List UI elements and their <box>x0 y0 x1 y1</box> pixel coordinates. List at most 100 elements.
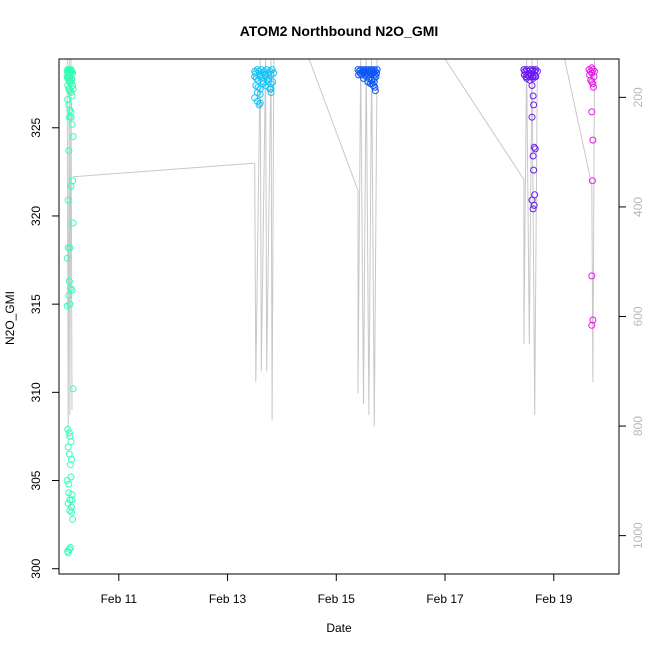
data-point <box>587 67 595 75</box>
data-point <box>256 90 264 98</box>
data-point <box>65 147 73 155</box>
right-tick-label: 800 <box>631 416 645 436</box>
data-point <box>528 82 536 89</box>
data-point <box>67 473 75 481</box>
data-point <box>64 443 72 451</box>
data-point <box>531 73 539 81</box>
data-point <box>64 196 72 204</box>
data-point <box>66 461 74 469</box>
y-tick-label: 310 <box>29 382 43 402</box>
data-point <box>529 152 537 160</box>
data-point <box>66 544 74 551</box>
y-tick-label: 300 <box>29 558 43 578</box>
data-point <box>66 284 74 292</box>
x-axis: Feb 11 Feb 13 Feb 15 Feb 17 Feb 19 <box>101 574 573 606</box>
data-point <box>69 85 77 93</box>
data-point <box>67 89 75 96</box>
data-point <box>255 101 263 109</box>
data-point <box>65 429 73 437</box>
data-point <box>67 108 75 116</box>
data-point <box>269 78 277 86</box>
data-point <box>371 87 379 95</box>
data-point <box>66 73 74 81</box>
data-point <box>531 145 539 153</box>
data-point <box>531 191 539 199</box>
data-point <box>66 507 74 514</box>
right-tick-label: 400 <box>631 197 645 217</box>
data-point <box>529 92 537 100</box>
data-point <box>589 316 597 324</box>
x-tick-label: Feb 17 <box>426 592 464 606</box>
altitude-track-segment <box>564 58 595 383</box>
data-point <box>69 515 77 523</box>
data-point <box>530 166 538 174</box>
y-tick-label: 325 <box>29 117 43 137</box>
data-point <box>252 82 260 89</box>
data-point <box>64 96 72 104</box>
data-point <box>587 76 595 84</box>
data-point <box>262 73 270 81</box>
data-point <box>65 291 73 299</box>
data-point <box>65 545 73 553</box>
data-point <box>526 66 534 74</box>
altitude-track-segment <box>308 58 378 427</box>
data-point <box>65 480 73 488</box>
data-point <box>68 503 75 511</box>
data-point <box>266 67 274 75</box>
data-point <box>68 120 76 128</box>
data-point <box>358 71 366 79</box>
y-axis-right: 200 400 600 800 1000 <box>619 87 645 549</box>
data-point <box>528 67 536 75</box>
data-point <box>69 385 77 393</box>
data-point <box>370 66 378 74</box>
data-point <box>68 286 76 294</box>
data-point <box>69 219 77 227</box>
data-point <box>589 80 597 88</box>
data-point <box>68 92 76 100</box>
data-point <box>63 477 71 484</box>
chart-title: ATOM2 Northbound N2O_GMI <box>240 23 439 39</box>
x-tick-label: Feb 13 <box>209 592 247 606</box>
data-point <box>63 254 71 262</box>
data-point <box>254 83 262 91</box>
data-point <box>589 83 597 91</box>
data-point <box>268 66 276 74</box>
data-point <box>264 78 272 86</box>
data-point <box>65 277 73 285</box>
data-point <box>527 71 535 79</box>
data-point <box>365 66 373 74</box>
data-point <box>270 69 278 77</box>
data-points <box>63 64 598 557</box>
data-point <box>67 438 75 446</box>
right-tick-label: 1000 <box>631 522 645 549</box>
data-point <box>589 136 597 144</box>
data-point <box>528 196 536 204</box>
data-point <box>65 489 73 497</box>
data-point <box>253 66 261 74</box>
data-point <box>529 205 537 213</box>
data-point <box>66 106 74 114</box>
data-point <box>588 69 596 77</box>
data-point <box>263 66 271 74</box>
data-point <box>64 425 72 433</box>
altitude-track-segment <box>254 58 275 421</box>
data-point <box>588 108 596 116</box>
data-point <box>68 508 75 516</box>
data-point <box>588 177 596 185</box>
x-tick-label: Feb 15 <box>318 592 356 606</box>
data-point <box>64 500 72 507</box>
data-point <box>368 80 376 88</box>
data-point <box>256 99 264 107</box>
right-tick-label: 200 <box>631 87 645 107</box>
altitude-track-segment <box>66 58 73 438</box>
data-point <box>69 133 77 141</box>
data-point <box>252 69 260 77</box>
data-point <box>370 78 378 86</box>
data-point <box>530 71 538 79</box>
data-point <box>530 143 538 151</box>
data-point <box>68 455 75 463</box>
data-point <box>588 272 596 280</box>
data-point <box>267 89 275 96</box>
data-point <box>586 71 594 79</box>
data-point <box>371 71 379 79</box>
